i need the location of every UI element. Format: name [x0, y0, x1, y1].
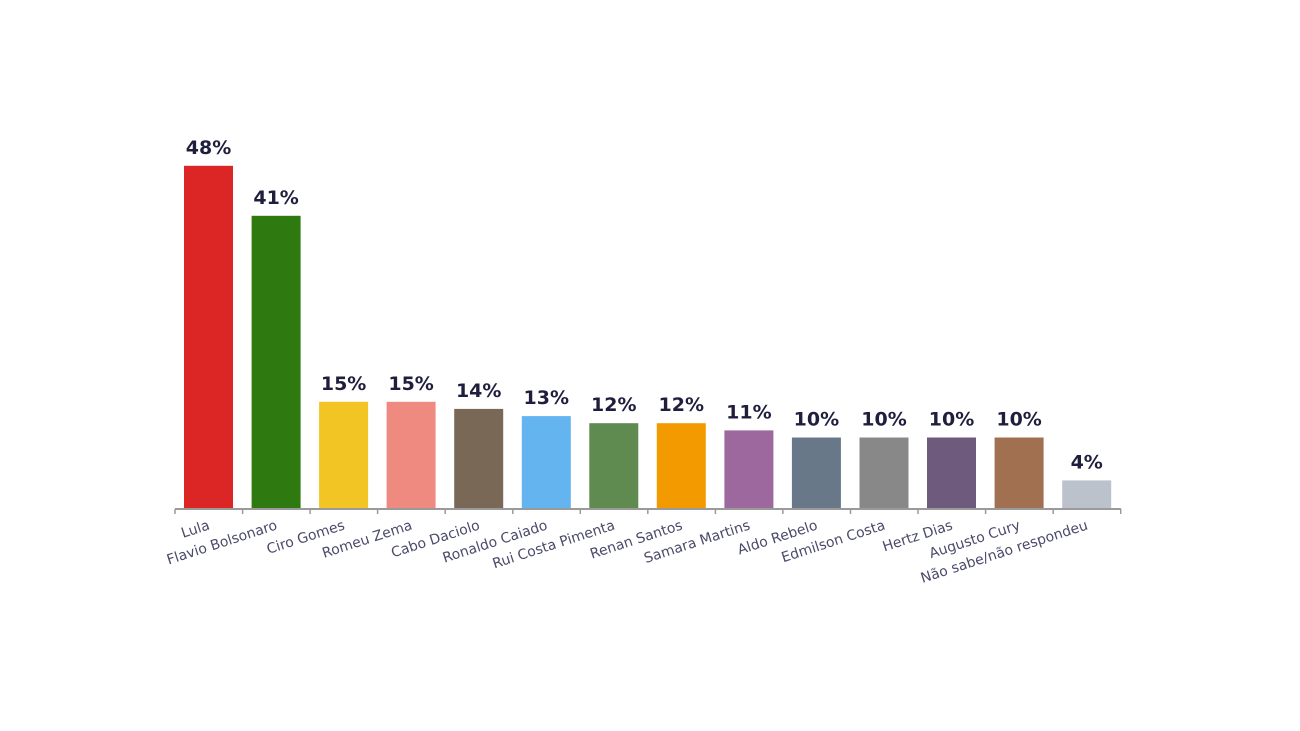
value-label-13: 4%	[1071, 451, 1103, 473]
value-label-10: 10%	[861, 409, 906, 431]
bar-2	[319, 401, 369, 510]
bar-5	[521, 416, 571, 510]
bar-0	[184, 165, 233, 510]
category-label-0: Lula	[179, 518, 211, 542]
bar-7	[656, 423, 706, 509]
bar-1	[251, 215, 301, 510]
value-label-7: 12%	[659, 394, 704, 416]
value-label-9: 10%	[794, 409, 839, 431]
bar-9	[791, 437, 841, 509]
value-label-11: 10%	[929, 409, 974, 431]
value-label-1: 41%	[253, 187, 298, 209]
bar-13	[1062, 480, 1112, 509]
bar-4	[454, 408, 504, 509]
value-label-2: 15%	[321, 373, 366, 395]
value-label-4: 14%	[456, 380, 501, 402]
bars-group	[184, 165, 1112, 510]
value-label-8: 11%	[726, 401, 771, 423]
value-label-5: 13%	[524, 387, 569, 409]
bar-8	[724, 430, 774, 510]
value-label-6: 12%	[591, 394, 636, 416]
value-label-3: 15%	[388, 373, 433, 395]
bar-11	[927, 437, 976, 509]
bar-12	[994, 437, 1044, 509]
bar-3	[386, 401, 436, 510]
value-labels-group: 48% 41% 15% 15% 14% 13% 12% 12% 11% 10% 10% 10% 10% 4…	[186, 137, 1103, 474]
x-axis-ticks	[174, 509, 1122, 514]
value-label-0: 48%	[186, 137, 231, 159]
bar-6	[589, 423, 639, 509]
value-label-12: 10%	[996, 409, 1041, 431]
bar-10	[859, 437, 909, 509]
